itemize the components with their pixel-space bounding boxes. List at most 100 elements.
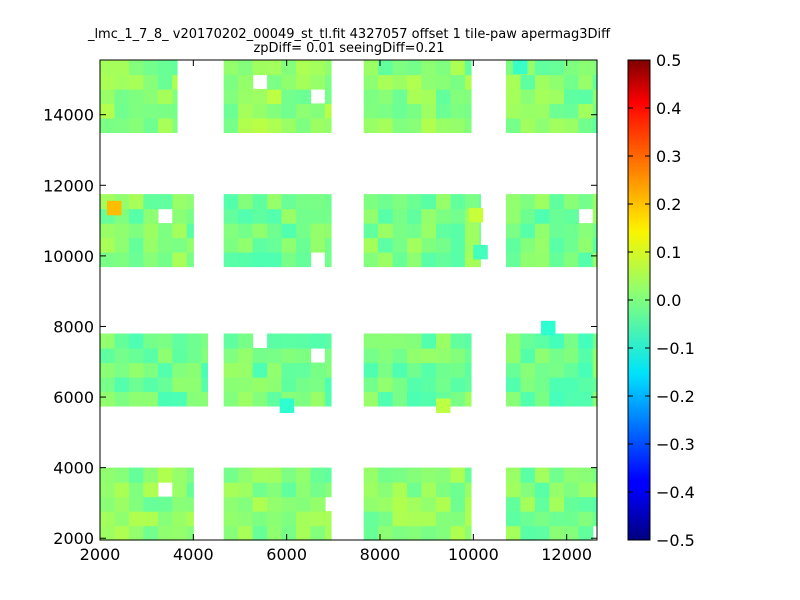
colorbar-tick-label: −0.2: [656, 387, 695, 406]
heatmap-cell: [238, 333, 254, 349]
heatmap-cell: [238, 348, 254, 364]
heatmap-cell: [563, 88, 579, 104]
heatmap-cell: [506, 391, 522, 407]
heatmap-cell: [223, 117, 239, 133]
heatmap-cell: [563, 362, 579, 378]
heatmap-cell: [520, 333, 536, 349]
heatmap-cell: [157, 103, 173, 119]
heatmap-cell: [578, 467, 594, 483]
heatmap-cell: [392, 362, 408, 378]
heatmap-cell: [421, 348, 437, 364]
heatmap-cell: [363, 88, 379, 104]
y-tick-label: 10000: [43, 247, 94, 266]
heatmap-cell: [436, 376, 452, 392]
heatmap-cell: [223, 88, 239, 104]
heatmap-cell: [506, 252, 522, 268]
heatmap-cell: [563, 391, 579, 407]
heatmap-cell: [281, 511, 297, 527]
heatmap-cell: [310, 117, 326, 133]
y-axis: 2000 4000 6000 8000 10000 12000 14000: [43, 106, 597, 548]
heatmap-cell: [157, 348, 173, 364]
heatmap-cell: [464, 467, 472, 483]
heatmap-cell: [421, 362, 437, 378]
heatmap-cell: [479, 223, 481, 239]
heatmap-cell: [310, 496, 326, 512]
heatmap-cell: [407, 348, 423, 364]
heatmap-cell: [324, 60, 332, 76]
heatmap-cell: [549, 467, 565, 483]
heatmap-cell: [506, 376, 522, 392]
heatmap-cell: [421, 237, 437, 253]
heatmap-cell: [281, 376, 297, 392]
heatmap-cell: [407, 117, 423, 133]
heatmap-cell: [100, 511, 116, 527]
heatmap-cell: [143, 511, 159, 527]
colorbar-ticks: 0.5 0.4 0.3 0.2 0.1 0.0 −0.1 −0.2 −0.3 −0.4 −0.5: [628, 51, 695, 550]
heatmap-cell: [252, 208, 268, 224]
heatmap-cell: [421, 525, 437, 541]
heatmap-cell: [592, 237, 598, 253]
heatmap-cell: [238, 223, 254, 239]
heatmap-cell: [310, 208, 326, 224]
heatmap-cell: [114, 252, 130, 268]
heatmap-cell: [592, 333, 598, 349]
heatmap-cell: [378, 362, 394, 378]
heatmap-cell: [421, 467, 437, 483]
heatmap-cell: [563, 376, 579, 392]
heatmap-cell: [100, 74, 116, 90]
heatmap-cell: [450, 60, 466, 76]
heatmap-cell: [450, 362, 466, 378]
heatmap-cell: [578, 103, 594, 119]
heatmap-cell: [363, 376, 379, 392]
heatmap-cell: [100, 362, 116, 378]
heatmap-cell: [201, 376, 208, 392]
heatmap-cell: [378, 223, 394, 239]
heatmap-cell: [186, 348, 202, 364]
heatmap-cell: [223, 252, 239, 268]
heatmap-cell: [436, 237, 452, 253]
heatmap-cell: [114, 117, 130, 133]
heatmap-cell: [363, 496, 379, 512]
heatmap-cell: [143, 467, 159, 483]
heatmap-cell: [128, 194, 144, 210]
heatmap-cell: [578, 525, 594, 541]
heatmap-cell: [450, 496, 466, 512]
heatmap-cell: [172, 103, 178, 119]
heatmap-cells: [100, 59, 598, 541]
heatmap-cell: [392, 467, 408, 483]
heatmap-cell: [436, 525, 452, 541]
y-tick-label: 14000: [43, 106, 94, 125]
heatmap-cell: [172, 391, 188, 407]
heatmap-cell: [520, 467, 536, 483]
heatmap-cell: [464, 88, 472, 104]
heatmap-cell: [186, 391, 202, 407]
heatmap-cell: [464, 362, 472, 378]
heatmap-cell: [128, 511, 144, 527]
heatmap-cell: [378, 511, 394, 527]
heatmap-cell: [534, 525, 550, 541]
heatmap-cell: [100, 391, 116, 407]
heatmap-cell: [252, 60, 268, 76]
heatmap-cell: [252, 391, 268, 407]
heatmap-cell: [201, 348, 208, 364]
heatmap-cell: [267, 74, 283, 90]
heatmap-cell: [296, 525, 312, 541]
heatmap-cell: [281, 237, 297, 253]
heatmap-cell: [520, 117, 536, 133]
heatmap-cell: [534, 348, 550, 364]
heatmap-cell: [157, 117, 173, 133]
heatmap-cell: [363, 467, 379, 483]
heatmap-cell: [100, 60, 116, 76]
heatmap-cell: [186, 376, 202, 392]
heatmap-cell: [534, 482, 550, 498]
heatmap-cell: [238, 376, 254, 392]
heatmap-cell: [186, 467, 194, 483]
heatmap-cell: [186, 496, 194, 512]
heatmap-cell: [238, 60, 254, 76]
colorbar-tick-label: 0.4: [656, 99, 681, 118]
heatmap-cell: [114, 362, 130, 378]
heatmap-cell: [281, 252, 297, 268]
heatmap-cell: [238, 117, 254, 133]
heatmap-cell: [549, 525, 565, 541]
heatmap-cell: [363, 60, 379, 76]
